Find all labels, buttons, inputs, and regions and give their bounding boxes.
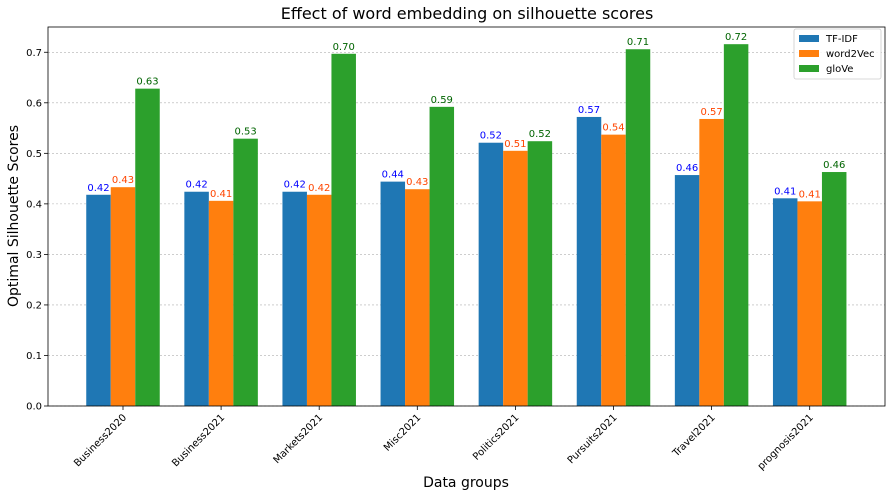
x-tick-label: Pursuits2021 [566, 412, 620, 466]
legend-label: gloVe [826, 64, 853, 75]
y-tick-label: 0.6 [26, 98, 42, 109]
legend-label: word2Vec [826, 49, 875, 60]
data-label: 0.71 [627, 37, 649, 48]
x-tick-label: Business2020 [72, 412, 129, 469]
legend-swatch [799, 35, 819, 42]
bar-word2vec-business2021 [208, 200, 234, 406]
x-axis-label: Data groups [423, 475, 509, 491]
data-label: 0.42 [308, 183, 330, 194]
x-axis-ticks: Business2020 Business2021 Markets2021 Misc2… [72, 406, 816, 472]
chart-title: Effect of word embedding on silhouette s… [281, 4, 654, 23]
data-labels: 0.42 0.42 0.420.440.520.570.460.410.430.41… [87, 32, 845, 200]
bar-tf-idf-business2020 [86, 194, 111, 406]
data-label: 0.57 [700, 107, 722, 118]
bar-glove-markets2021 [331, 53, 356, 407]
data-label: 0.52 [529, 129, 551, 140]
bar-word2vec-markets2021 [306, 194, 332, 406]
bar-tf-idf-politics2021 [478, 142, 504, 407]
y-axis-ticks: 0.0 0.1 0.2 0.3 0.4 0.5 0.6 0.7 [26, 48, 48, 413]
bar-word2vec-business2020 [110, 187, 136, 406]
bar-word2vec-prognosis2021 [797, 201, 822, 406]
bar-tf-idf-travel2021 [674, 175, 700, 406]
bar-tf-idf-business2021 [184, 191, 209, 406]
legend-swatch [799, 65, 819, 72]
data-label: 0.54 [602, 123, 624, 134]
bar-word2vec-politics2021 [503, 150, 528, 406]
legend-swatch [799, 50, 819, 57]
data-label: 0.42 [185, 180, 207, 191]
bar-tf-idf-pursuits2021 [576, 116, 602, 406]
bar-word2vec-pursuits2021 [601, 134, 626, 407]
data-label: 0.59 [431, 95, 453, 106]
bar-glove-business2021 [233, 138, 258, 407]
data-label: 0.51 [504, 139, 526, 150]
data-label: 0.43 [112, 175, 134, 186]
x-tick-label: Politics2021 [471, 412, 521, 462]
x-tick-label: Misc2021 [382, 412, 423, 453]
data-label: 0.46 [676, 163, 698, 174]
y-tick-label: 0.1 [26, 351, 42, 362]
y-tick-label: 0.7 [26, 48, 42, 59]
bar-tf-idf-markets2021 [282, 191, 307, 406]
bar-glove-pursuits2021 [625, 49, 651, 406]
plot-frame [47, 26, 886, 407]
data-label: 0.57 [578, 105, 600, 116]
data-label: 0.63 [136, 77, 158, 88]
data-label: 0.41 [799, 189, 821, 200]
bar-glove-prognosis2021 [821, 172, 847, 406]
legend-label: TF-IDF [825, 34, 858, 45]
y-tick-label: 0.3 [26, 250, 42, 261]
bar-glove-misc2021 [429, 106, 455, 407]
x-tick-label: prognosis2021 [756, 412, 816, 472]
bars [86, 44, 847, 407]
data-label: 0.41 [774, 186, 796, 197]
bar-glove-travel2021 [723, 44, 749, 406]
bar-word2vec-travel2021 [699, 118, 724, 406]
data-label: 0.42 [284, 180, 306, 191]
x-tick-label: Travel2021 [670, 412, 718, 460]
bar-glove-business2020 [135, 88, 160, 406]
data-label: 0.42 [87, 183, 109, 194]
data-label: 0.53 [234, 127, 256, 138]
legend: TF-IDF word2Vec gloVe [793, 28, 882, 80]
y-tick-label: 0.4 [26, 199, 42, 210]
x-tick-label: Markets2021 [272, 412, 326, 466]
data-label: 0.46 [823, 160, 845, 171]
data-label: 0.70 [333, 42, 355, 53]
data-label: 0.52 [480, 131, 502, 142]
x-tick-label: Business2021 [170, 412, 227, 469]
y-axis-label: Optimal Silhouette Scores [6, 125, 22, 307]
data-label: 0.43 [406, 177, 428, 188]
data-label: 0.44 [382, 170, 404, 181]
data-label: 0.72 [725, 32, 747, 43]
y-tick-label: 0.0 [26, 402, 42, 413]
bar-tf-idf-prognosis2021 [772, 198, 798, 406]
bar-word2vec-misc2021 [405, 189, 430, 406]
y-tick-label: 0.5 [26, 149, 42, 160]
bar-glove-politics2021 [527, 141, 553, 407]
gridlines [48, 51, 885, 407]
y-tick-label: 0.2 [26, 300, 42, 311]
bar-tf-idf-misc2021 [380, 181, 406, 406]
data-label: 0.41 [210, 189, 232, 200]
